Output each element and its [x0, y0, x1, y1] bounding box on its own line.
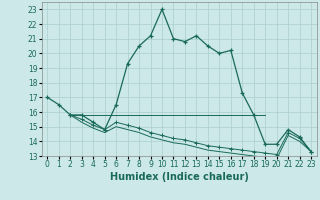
X-axis label: Humidex (Indice chaleur): Humidex (Indice chaleur)	[110, 172, 249, 182]
